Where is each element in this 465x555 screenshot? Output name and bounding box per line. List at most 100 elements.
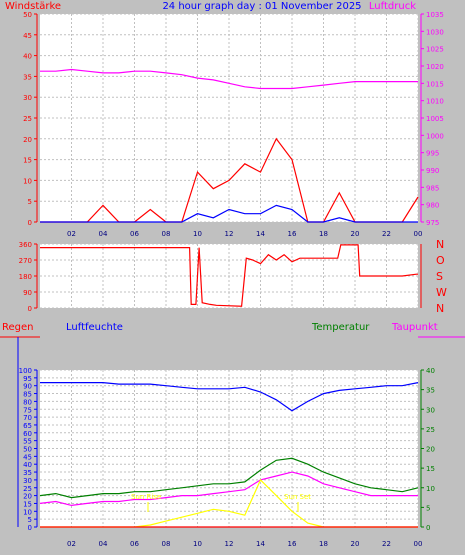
x-tick-label: 16 <box>288 230 297 238</box>
x-tick-label: 12 <box>225 230 234 238</box>
x-tick-label: 00 <box>414 230 423 238</box>
x-tick-label: 06 <box>130 230 139 238</box>
left-tick-label: 25 <box>23 485 32 493</box>
x-tick-label: 14 <box>256 230 265 238</box>
right-tick-label: 35 <box>426 387 435 395</box>
x-tick-label: 18 <box>319 230 328 238</box>
right-tick-label: 30 <box>426 406 435 414</box>
left-tick-label: 45 <box>23 32 32 40</box>
right-tick-label: 0 <box>426 524 430 532</box>
series-taupunkt <box>39 471 418 507</box>
x-tick-label: 04 <box>99 230 108 238</box>
left-tick-label: 15 <box>23 500 32 508</box>
left-tick-label: 70 <box>23 414 32 422</box>
left-tick-label: 95 <box>23 375 32 383</box>
right-tick-label: 20 <box>426 446 435 454</box>
x-tick-label: 20 <box>351 540 360 548</box>
right-tick-label: 25 <box>426 426 435 434</box>
x-tick-label: 12 <box>225 540 234 548</box>
dewpoint-axis-label: Taupunkt <box>391 322 438 333</box>
left-tick-label: 0 <box>28 305 32 313</box>
left-tick-label: 15 <box>23 157 32 165</box>
right-tick-label: 1010 <box>426 98 444 106</box>
left-tick-label: 5 <box>28 516 32 524</box>
right-tick-label: 1015 <box>426 80 444 88</box>
right-tick-label: 1000 <box>426 132 444 140</box>
left-tick-label: 0 <box>28 219 32 227</box>
right-tick-label: 1020 <box>426 63 444 71</box>
x-tick-label: 22 <box>382 230 391 238</box>
sunset-label: Sun Set <box>284 493 311 501</box>
right-tick-label: 985 <box>426 184 439 192</box>
left-tick-label: 0 <box>28 524 32 532</box>
left-tick-label: 60 <box>23 430 32 438</box>
left-tick-label: 55 <box>23 438 32 446</box>
left-tick-label: 75 <box>23 406 32 414</box>
left-tick-label: 35 <box>23 469 32 477</box>
wind-axis-label: Windstärke <box>5 1 61 12</box>
left-tick-label: 30 <box>23 94 32 102</box>
right-tick-label: 995 <box>426 150 439 158</box>
left-tick-label: 35 <box>23 73 32 81</box>
left-tick-label: 50 <box>23 11 32 19</box>
direction-label: N <box>436 302 444 315</box>
direction-label: W <box>436 286 447 299</box>
x-tick-label: 20 <box>351 230 360 238</box>
right-tick-label: 975 <box>426 219 439 227</box>
chart-title: 24 hour graph day : 01 November 2025 <box>162 1 361 12</box>
left-tick-label: 10 <box>23 508 32 516</box>
right-tick-label: 40 <box>426 367 435 375</box>
right-tick-label: 5 <box>426 504 430 512</box>
sunrise-label: Sun Rise <box>131 493 161 501</box>
left-tick-label: 270 <box>19 257 32 265</box>
direction-label: O <box>436 254 445 267</box>
x-tick-label: 16 <box>288 540 297 548</box>
direction-label: S <box>436 270 443 283</box>
x-tick-label: 14 <box>256 540 265 548</box>
series-windrichtung <box>40 244 418 307</box>
x-tick-label: 04 <box>99 540 108 548</box>
rain-axis-label: Regen <box>2 322 34 333</box>
right-tick-label: 980 <box>426 202 439 210</box>
x-tick-label: 18 <box>319 540 328 548</box>
series-luftfeuchte <box>40 382 419 412</box>
left-tick-label: 45 <box>23 453 32 461</box>
x-tick-label: 00 <box>414 540 423 548</box>
x-tick-label: 10 <box>193 230 202 238</box>
right-tick-label: 10 <box>426 485 435 493</box>
right-tick-label: 1025 <box>426 46 444 54</box>
right-tick-label: 15 <box>426 465 435 473</box>
left-tick-label: 180 <box>19 273 32 281</box>
left-tick-label: 30 <box>23 477 32 485</box>
left-tick-label: 40 <box>23 461 32 469</box>
left-tick-label: 5 <box>28 198 32 206</box>
left-tick-label: 90 <box>23 383 32 391</box>
x-tick-label: 10 <box>193 540 202 548</box>
x-tick-label: 22 <box>382 540 391 548</box>
x-tick-label: 02 <box>67 230 76 238</box>
direction-label: N <box>436 238 444 251</box>
temperature-axis-label: Temperatur <box>311 322 370 333</box>
x-tick-label: 06 <box>130 540 139 548</box>
right-tick-label: 990 <box>426 167 439 175</box>
right-tick-label: 1030 <box>426 28 444 36</box>
left-tick-label: 80 <box>23 398 32 406</box>
left-tick-label: 50 <box>23 446 32 454</box>
right-tick-label: 1005 <box>426 115 444 123</box>
left-tick-label: 25 <box>23 115 32 123</box>
pressure-axis-label: Luftdruck <box>369 1 416 12</box>
left-tick-label: 20 <box>23 493 32 501</box>
x-tick-label: 08 <box>162 540 171 548</box>
series-luftdruck <box>40 68 418 90</box>
left-tick-label: 40 <box>23 53 32 61</box>
humidity-axis-label: Luftfeuchte <box>66 322 123 333</box>
left-tick-label: 360 <box>19 241 32 249</box>
left-tick-label: 10 <box>23 177 32 185</box>
left-tick-label: 90 <box>23 289 32 297</box>
series-temperatur <box>39 457 419 499</box>
left-tick-label: 85 <box>23 391 32 399</box>
right-tick-label: 1035 <box>426 11 444 19</box>
series-böen <box>40 204 418 223</box>
